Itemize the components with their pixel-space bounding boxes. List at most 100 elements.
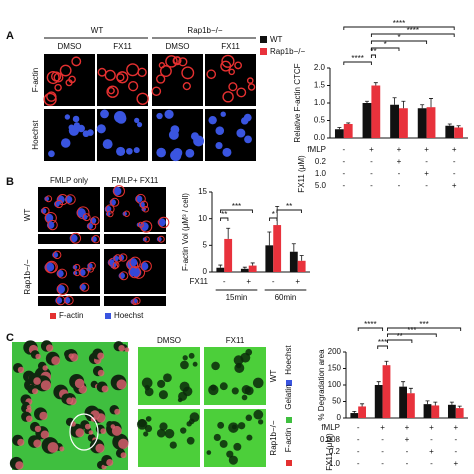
degradation-spot bbox=[188, 352, 195, 359]
degradation-spot bbox=[206, 450, 212, 455]
nucleus bbox=[236, 128, 246, 138]
label: FMLP+ FX11 bbox=[112, 176, 159, 185]
cell bbox=[129, 256, 141, 269]
cell bbox=[107, 87, 115, 95]
significance-bracket bbox=[387, 339, 413, 343]
label: - bbox=[453, 157, 456, 166]
nucleus bbox=[116, 146, 126, 156]
error-bar bbox=[352, 411, 357, 414]
nucleus bbox=[244, 135, 252, 144]
cell bbox=[59, 446, 65, 452]
cell bbox=[68, 75, 76, 84]
label: - bbox=[425, 157, 428, 166]
label: ** bbox=[286, 202, 292, 211]
error-bar bbox=[226, 227, 231, 239]
cell bbox=[59, 64, 72, 77]
degradation-spot bbox=[182, 386, 193, 397]
legend-swatch bbox=[286, 460, 292, 466]
nucleus bbox=[87, 263, 93, 269]
micrograph bbox=[204, 347, 266, 405]
significance-bracket bbox=[343, 61, 372, 65]
label: ** bbox=[370, 47, 376, 56]
label: 0.2 bbox=[329, 447, 341, 456]
cell bbox=[42, 365, 48, 371]
label: + bbox=[397, 157, 402, 166]
label: DMSO bbox=[157, 336, 181, 345]
significance-bracket bbox=[377, 345, 388, 349]
error-bar bbox=[275, 206, 280, 226]
error-bar bbox=[408, 387, 413, 394]
cell bbox=[118, 344, 125, 352]
error-bar bbox=[299, 255, 304, 261]
degradation-spot bbox=[163, 373, 172, 383]
cell bbox=[17, 438, 25, 446]
label: *** bbox=[232, 202, 241, 211]
label: - bbox=[381, 459, 384, 468]
nucleus bbox=[56, 195, 65, 204]
label: 10 bbox=[198, 214, 207, 223]
label: Rap1b−/− bbox=[269, 420, 278, 455]
label: Gelatin bbox=[284, 384, 293, 409]
label: Hoechst bbox=[284, 345, 293, 375]
nucleus bbox=[96, 124, 106, 134]
cell bbox=[88, 261, 96, 270]
degradation-spot bbox=[231, 424, 237, 430]
bar bbox=[399, 108, 408, 138]
cell bbox=[40, 380, 52, 391]
cell bbox=[116, 379, 127, 390]
label: Hoechst bbox=[114, 311, 144, 320]
bar bbox=[273, 225, 282, 272]
degradation-spot bbox=[164, 428, 175, 439]
cell bbox=[118, 438, 129, 450]
cell bbox=[88, 430, 94, 435]
cell bbox=[39, 411, 48, 421]
cell bbox=[234, 61, 243, 70]
cell bbox=[26, 405, 32, 410]
cell bbox=[127, 81, 139, 92]
nucleus bbox=[102, 139, 113, 150]
degradation-spot bbox=[169, 441, 177, 449]
bar bbox=[289, 251, 298, 272]
nucleus bbox=[215, 127, 222, 133]
cell bbox=[15, 461, 24, 470]
label: fMLP bbox=[321, 423, 340, 432]
label: 200 bbox=[328, 347, 342, 356]
micrograph bbox=[104, 234, 166, 244]
cell bbox=[123, 210, 130, 217]
label: 1.0 bbox=[315, 169, 327, 178]
label: fMLP bbox=[307, 145, 326, 154]
degradation-spot bbox=[186, 436, 195, 445]
error-bar bbox=[433, 401, 438, 406]
degradation-spot bbox=[217, 421, 225, 429]
cell bbox=[111, 425, 122, 436]
cell bbox=[206, 69, 217, 80]
error-bar bbox=[242, 266, 247, 269]
cell bbox=[70, 232, 82, 244]
label: - bbox=[381, 447, 384, 456]
cell bbox=[246, 77, 254, 84]
label: - bbox=[357, 459, 360, 468]
nucleus bbox=[100, 109, 109, 119]
cell bbox=[119, 271, 129, 281]
label: FX11 bbox=[113, 42, 132, 51]
label: 0 bbox=[203, 267, 208, 276]
degradation-spot bbox=[157, 379, 166, 388]
cell bbox=[40, 430, 50, 439]
significance-bracket bbox=[370, 40, 428, 44]
cell bbox=[33, 377, 41, 385]
cell bbox=[33, 439, 42, 448]
label: + bbox=[453, 459, 458, 468]
nucleus bbox=[134, 117, 140, 124]
cell bbox=[56, 283, 69, 296]
nucleus bbox=[222, 147, 232, 157]
cell bbox=[84, 423, 91, 430]
degradation-spot bbox=[213, 433, 221, 441]
nucleus bbox=[185, 148, 195, 158]
cell bbox=[43, 92, 57, 106]
highlight bbox=[69, 413, 99, 451]
cell bbox=[54, 199, 64, 209]
bar bbox=[407, 393, 415, 418]
label: FX11 bbox=[221, 42, 240, 51]
label: 1.0 bbox=[329, 459, 341, 468]
cell bbox=[113, 185, 125, 198]
